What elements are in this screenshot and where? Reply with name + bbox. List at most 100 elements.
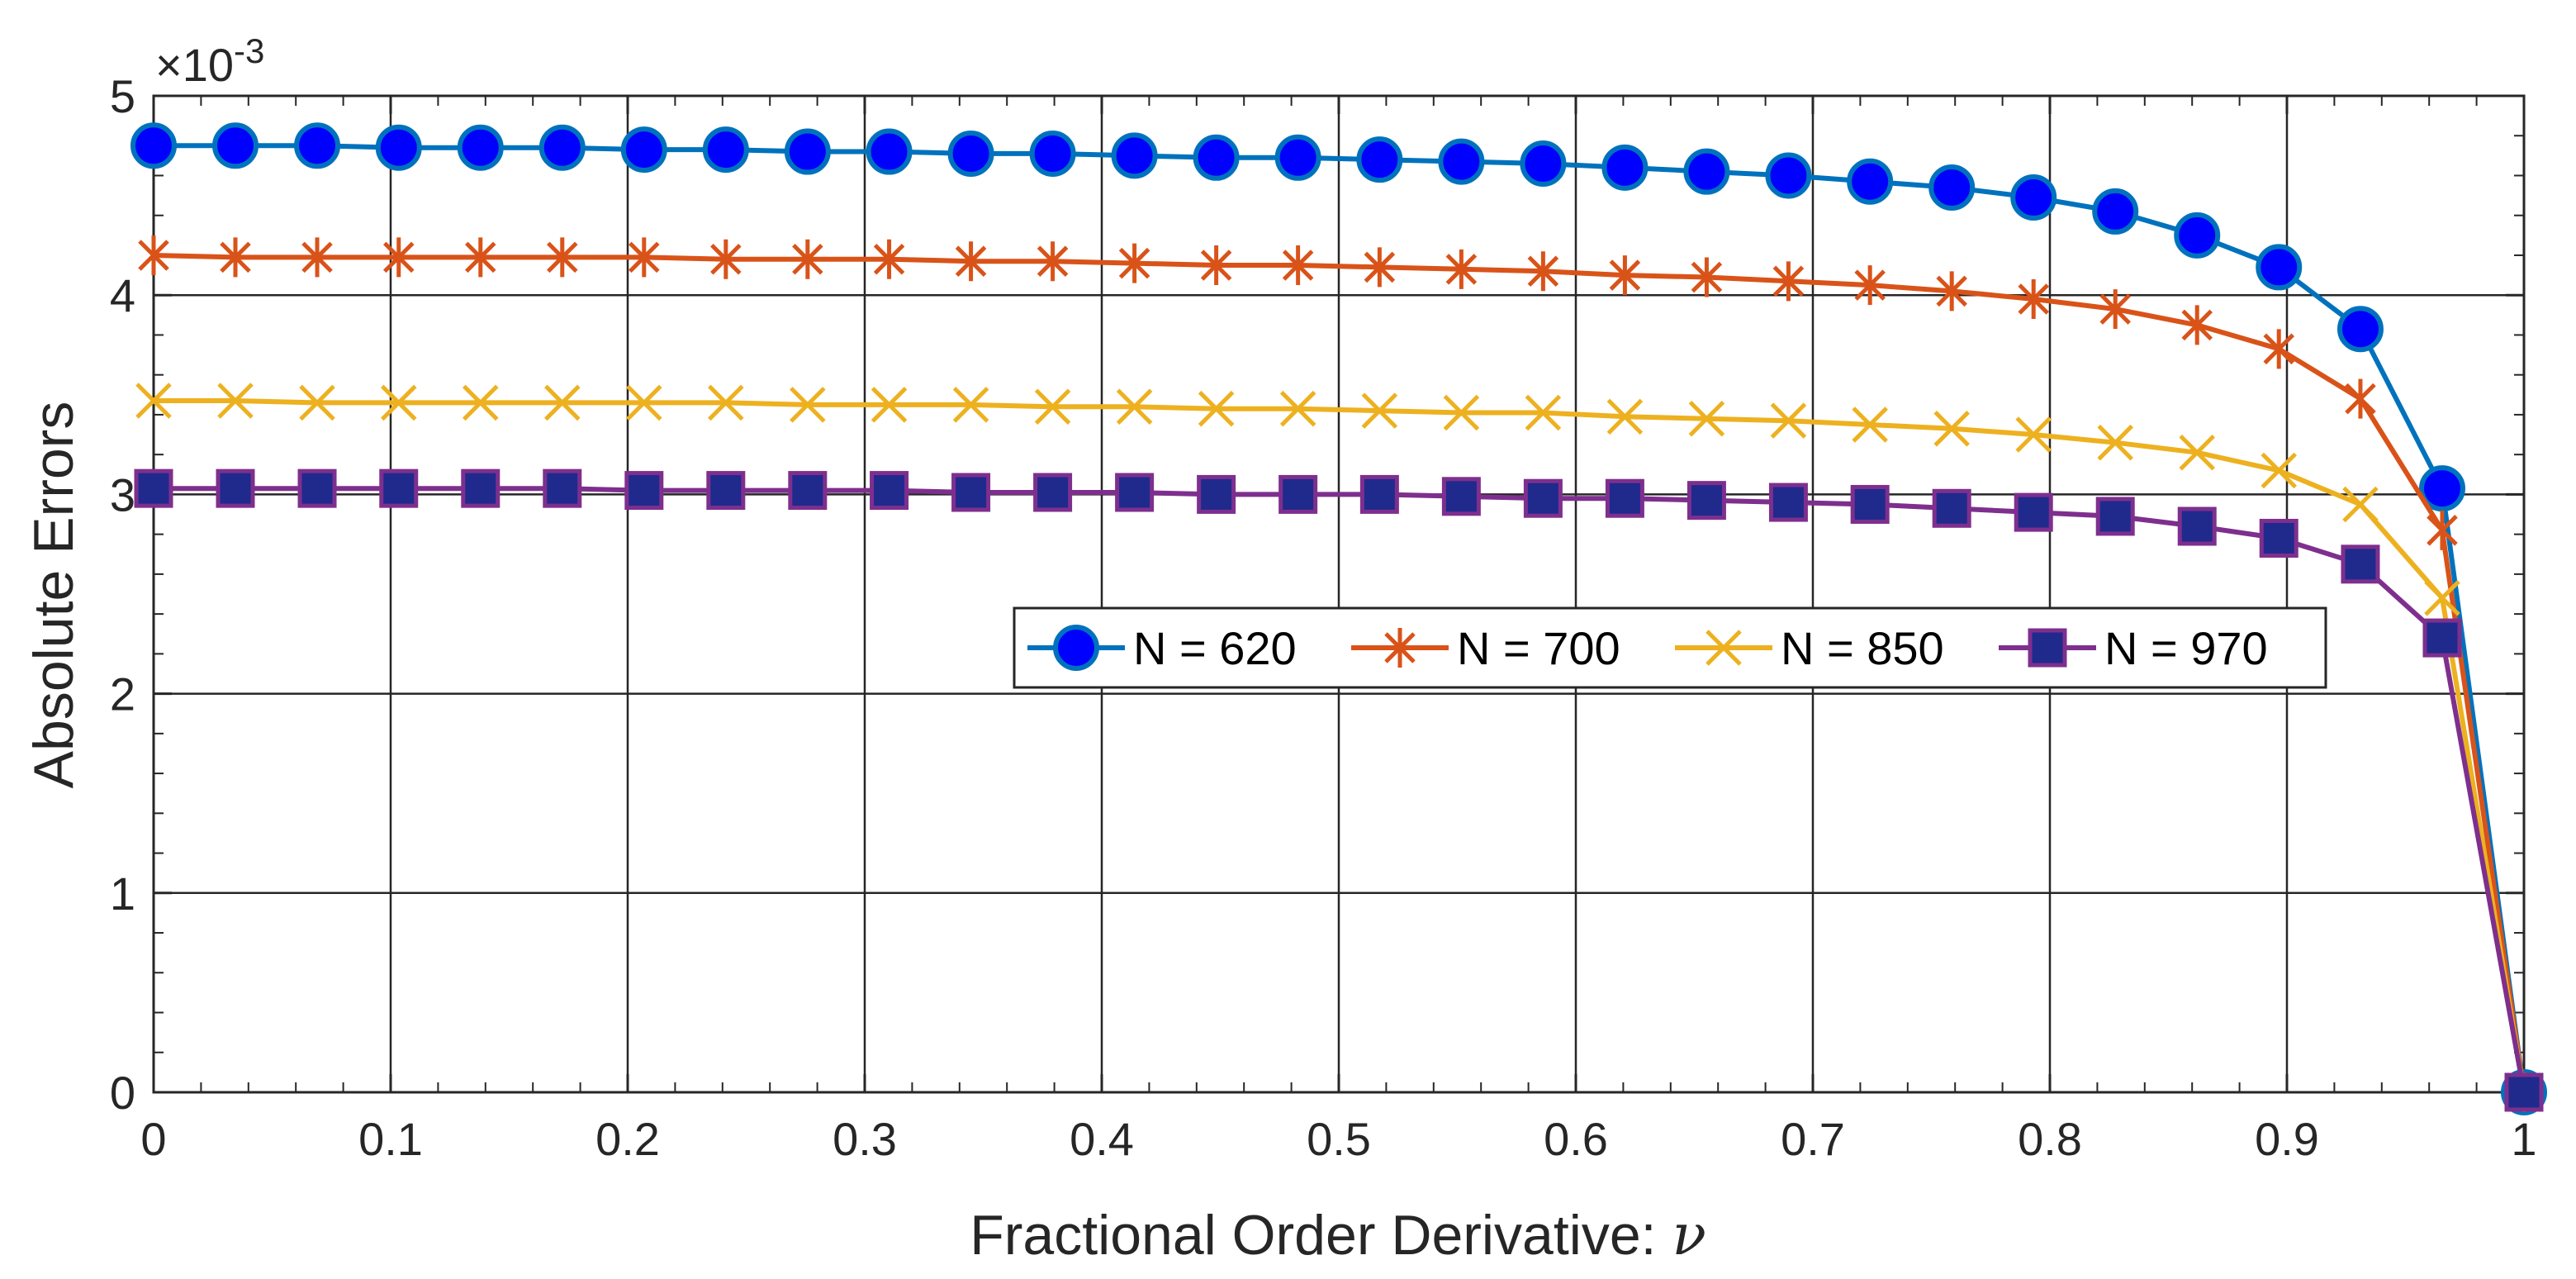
data-point <box>626 384 662 421</box>
data-point <box>706 471 746 511</box>
circle-marker-shape <box>375 124 422 171</box>
series-4 <box>134 468 2544 1112</box>
square-marker-shape <box>870 471 909 511</box>
data-point <box>1356 136 1403 183</box>
data-point <box>544 384 581 421</box>
legend-label: N = 850 <box>1781 622 1944 674</box>
data-point <box>788 471 828 511</box>
x-tick-label: 0 <box>140 1113 166 1165</box>
x-marker-stroke <box>2015 416 2052 453</box>
y-multiplier-base: ×10 <box>155 39 234 91</box>
x-marker-stroke <box>1034 388 1071 426</box>
data-point <box>2424 580 2460 616</box>
data-point <box>217 383 254 419</box>
y-tick-label: 4 <box>110 269 135 321</box>
data-point <box>212 122 259 169</box>
data-point <box>1034 388 1071 426</box>
data-point <box>870 471 909 511</box>
legend-marker <box>1384 628 1416 668</box>
data-point <box>1037 241 1069 282</box>
y-axis-label: Absolute Errors <box>22 402 85 789</box>
data-point <box>463 384 499 421</box>
series-layer <box>130 122 2547 1115</box>
x-tick-label: 0.8 <box>2018 1113 2082 1165</box>
data-point <box>135 383 172 419</box>
data-point <box>2418 465 2465 512</box>
square-marker-shape <box>461 468 500 508</box>
circle-marker-shape <box>130 122 177 169</box>
data-point <box>1854 265 1886 306</box>
data-point <box>1438 138 1485 185</box>
data-point <box>1852 407 1888 443</box>
data-point <box>2261 452 2298 489</box>
x-marker-stroke <box>1279 390 1316 427</box>
data-point <box>790 387 826 423</box>
x-marker-stroke <box>2424 580 2460 616</box>
square-marker-shape <box>216 468 255 508</box>
x-marker-stroke <box>1443 394 1480 431</box>
square-marker-shape <box>706 471 746 511</box>
data-point <box>1361 392 1398 429</box>
legend-marker <box>1705 630 1742 666</box>
data-point <box>2179 434 2215 471</box>
x-marker-stroke <box>1198 390 1235 427</box>
square-marker-shape <box>1850 484 1890 524</box>
data-point <box>465 237 496 278</box>
data-point <box>130 122 177 169</box>
y-tick-label: 0 <box>110 1067 135 1119</box>
circle-marker-shape <box>1438 138 1485 185</box>
circle-marker-shape <box>538 124 586 171</box>
data-point <box>629 237 660 278</box>
data-point <box>2422 618 2462 658</box>
y-tick-label: 1 <box>110 868 135 920</box>
x-tick-label: 0.3 <box>833 1113 897 1165</box>
data-point <box>1772 261 1805 302</box>
x-tick-label: 0.6 <box>1544 1113 1608 1165</box>
circle-marker-shape <box>212 122 259 169</box>
data-point <box>2256 244 2303 291</box>
circle-marker-shape <box>1765 152 1812 199</box>
circle-marker-shape <box>457 124 504 171</box>
data-point <box>624 471 664 511</box>
legend-box <box>1013 606 2327 689</box>
data-point <box>380 384 417 421</box>
data-point <box>784 128 831 175</box>
data-point <box>457 124 504 171</box>
legend-entry: N = 970 <box>1999 622 2268 674</box>
legend-entry: N = 620 <box>1027 622 1297 674</box>
circle-marker-shape <box>1847 158 1894 205</box>
data-point <box>2092 188 2139 235</box>
data-point <box>1605 478 1644 518</box>
data-point <box>1282 245 1314 286</box>
data-point <box>1274 134 1321 181</box>
x-marker-stroke <box>2179 434 2215 471</box>
x-marker-stroke <box>463 384 499 421</box>
legend-label: N = 700 <box>1457 622 1620 674</box>
data-point <box>947 130 994 177</box>
circle-marker-shape <box>1029 130 1076 177</box>
data-point <box>379 468 419 508</box>
data-point <box>1601 144 1649 191</box>
data-point <box>2018 279 2049 320</box>
x-marker-stroke <box>1361 392 1398 429</box>
data-point <box>1691 257 1723 297</box>
data-point <box>2174 212 2221 259</box>
y-tick-label: 3 <box>110 468 135 521</box>
x-marker-stroke <box>1688 400 1725 437</box>
y-axis-multiplier: ×10-3 <box>155 31 264 91</box>
data-point <box>1359 474 1399 514</box>
data-point <box>955 241 987 282</box>
data-point <box>1441 477 1481 516</box>
data-point <box>1936 271 1967 311</box>
data-point <box>301 237 333 278</box>
circle-marker-shape <box>866 128 913 175</box>
square-marker-shape <box>1197 474 1236 514</box>
data-point <box>1527 251 1559 292</box>
square-marker-shape <box>1605 478 1644 518</box>
x-marker-stroke <box>544 384 581 421</box>
data-point <box>1193 134 1240 181</box>
x-marker-stroke <box>135 383 172 419</box>
data-point <box>1279 474 1318 514</box>
x-marker-stroke <box>2097 424 2133 461</box>
